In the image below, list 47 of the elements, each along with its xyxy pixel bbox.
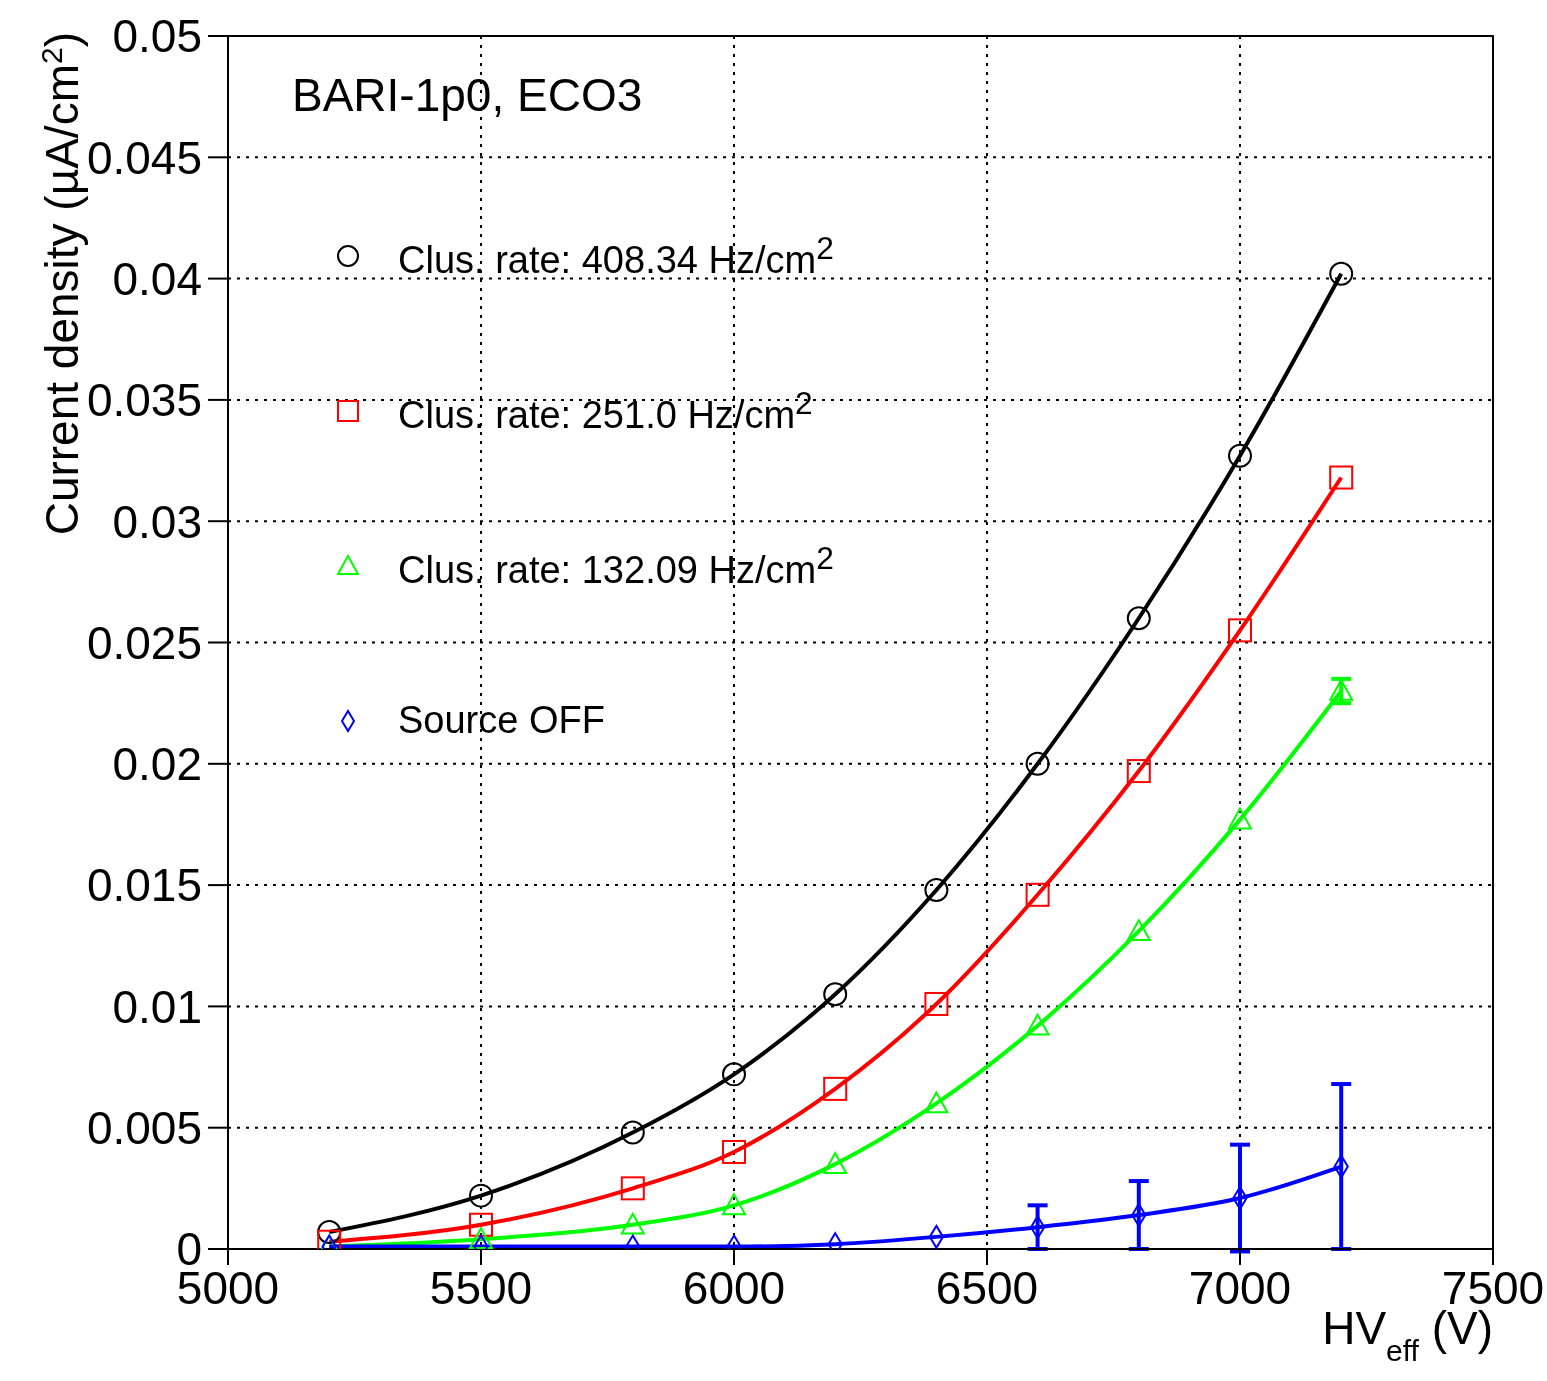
point — [924, 1091, 949, 1114]
legend-label: Clus. rate: 251.0 Hz/cm$^{2}$ — [398, 384, 813, 437]
point — [1329, 465, 1354, 490]
point — [1025, 751, 1050, 776]
point — [1025, 1013, 1050, 1036]
point — [469, 1212, 493, 1237]
point — [620, 1176, 645, 1201]
point — [1228, 443, 1252, 468]
legend-label: Clus. rate: 132.09 Hz/cm$^{2}$ — [398, 539, 834, 592]
legend-label: Clus. rate: 408.34 Hz/cm$^{2}$ — [398, 229, 834, 282]
y-tick-label: 0.04 — [112, 252, 202, 305]
x-tick-label: 5500 — [429, 1261, 533, 1314]
point — [924, 877, 949, 902]
point — [722, 1139, 746, 1164]
point — [1228, 807, 1252, 830]
y-tick-label: 0.035 — [86, 374, 202, 427]
point — [1329, 261, 1354, 286]
point — [1126, 919, 1151, 941]
x-tick-label: 6500 — [935, 1261, 1039, 1314]
y-tick-label: 0.03 — [112, 495, 202, 548]
point — [924, 991, 949, 1016]
point — [469, 1227, 493, 1249]
point — [469, 1183, 493, 1208]
point — [1126, 759, 1151, 784]
y-tick-label: 0.02 — [112, 738, 202, 791]
point — [722, 1062, 746, 1087]
point — [722, 1193, 746, 1216]
y-tick-label: 0.015 — [86, 859, 202, 912]
y-tick-label: 0.05 — [112, 10, 202, 63]
point — [317, 1220, 342, 1245]
point — [620, 1212, 645, 1235]
point — [823, 1152, 848, 1174]
point — [1126, 606, 1151, 631]
y-tick-label: 0.005 — [86, 1102, 202, 1155]
y-tick-label: 0.01 — [112, 980, 202, 1033]
text: BARI-1p0, ECO3 — [292, 68, 643, 122]
x-tick-label: 6000 — [682, 1261, 786, 1314]
x-tick-label: 7000 — [1188, 1261, 1292, 1314]
point — [823, 1076, 848, 1101]
y-tick-label: 0.045 — [86, 131, 202, 184]
point — [1025, 882, 1050, 907]
legend-label: Source OFF — [398, 699, 605, 742]
point — [1329, 679, 1354, 701]
point — [620, 1120, 645, 1145]
y-tick-label: 0.025 — [86, 616, 202, 669]
point — [1228, 618, 1252, 643]
point — [823, 982, 848, 1007]
